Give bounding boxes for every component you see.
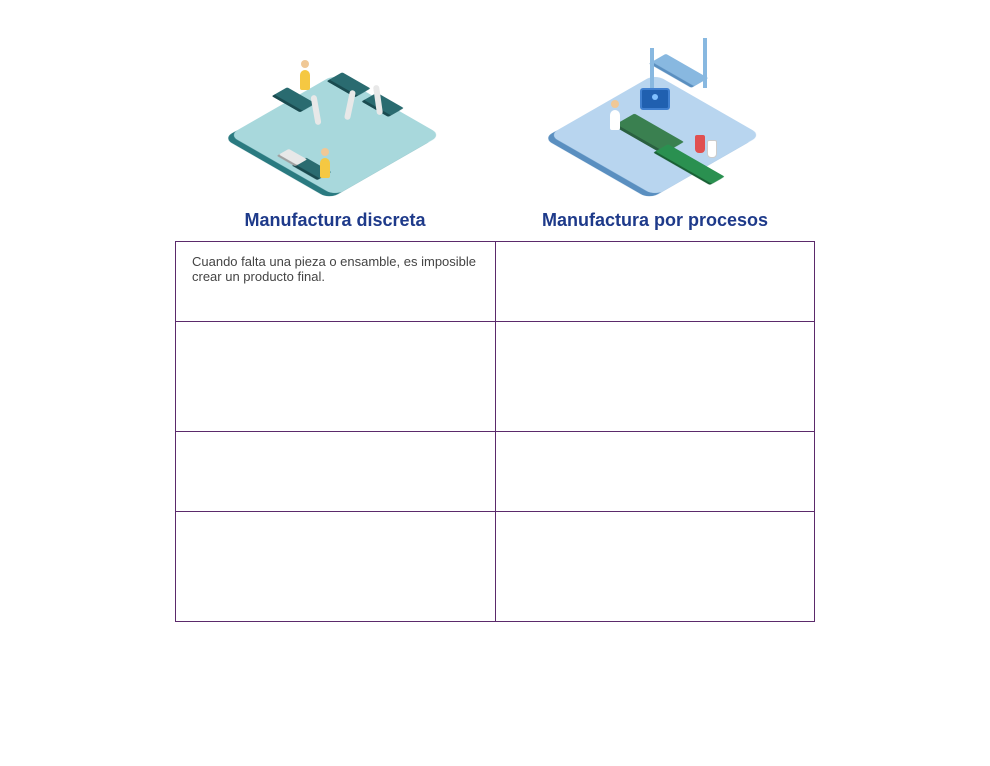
table-row — [176, 322, 815, 432]
cell-discrete: Cuando falta una pieza o ensamble, es im… — [176, 242, 496, 322]
platform-discrete — [229, 74, 441, 196]
title-process: Manufactura por procesos — [542, 210, 768, 231]
bottle-icon — [707, 140, 717, 158]
illustration-process — [555, 40, 755, 200]
header-discrete: Manufactura discreta — [175, 40, 495, 231]
cell-process — [495, 512, 815, 622]
cell-discrete — [176, 432, 496, 512]
bottle-icon — [695, 135, 705, 153]
cell-discrete — [176, 322, 496, 432]
comparison-container: Manufactura discreta — [175, 0, 815, 622]
comparison-table: Cuando falta una pieza o ensamble, es im… — [175, 241, 815, 622]
monitor-icon — [640, 88, 670, 110]
table-row: Cuando falta una pieza o ensamble, es im… — [176, 242, 815, 322]
header-process: Manufactura por procesos — [495, 40, 815, 231]
illustration-discrete — [235, 40, 435, 200]
cell-discrete — [176, 512, 496, 622]
shelf-post-icon — [703, 38, 707, 88]
scientist-icon — [610, 110, 620, 130]
header-row: Manufactura discreta — [175, 40, 815, 231]
cell-process — [495, 432, 815, 512]
title-discrete: Manufactura discreta — [244, 210, 425, 231]
cell-process — [495, 322, 815, 432]
worker-icon — [320, 158, 330, 178]
worker-icon — [300, 70, 310, 90]
table-row — [176, 512, 815, 622]
cell-process — [495, 242, 815, 322]
table-row — [176, 432, 815, 512]
